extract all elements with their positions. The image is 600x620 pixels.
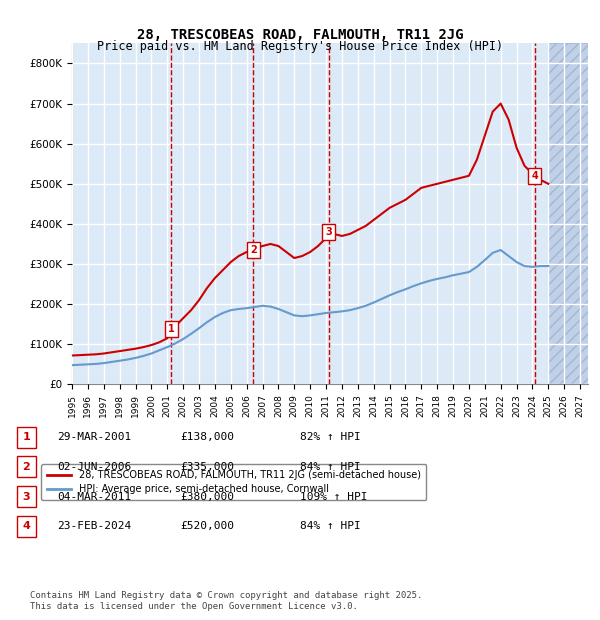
Text: 4: 4 bbox=[531, 170, 538, 181]
Text: 29-MAR-2001: 29-MAR-2001 bbox=[57, 432, 131, 442]
Text: Contains HM Land Registry data © Crown copyright and database right 2025.
This d: Contains HM Land Registry data © Crown c… bbox=[30, 591, 422, 611]
Text: 2: 2 bbox=[23, 462, 30, 472]
Text: 84% ↑ HPI: 84% ↑ HPI bbox=[300, 521, 361, 531]
Text: 109% ↑ HPI: 109% ↑ HPI bbox=[300, 492, 367, 502]
Text: 04-MAR-2011: 04-MAR-2011 bbox=[57, 492, 131, 502]
Text: 1: 1 bbox=[168, 324, 175, 334]
Text: £520,000: £520,000 bbox=[180, 521, 234, 531]
Text: 28, TRESCOBEAS ROAD, FALMOUTH, TR11 2JG: 28, TRESCOBEAS ROAD, FALMOUTH, TR11 2JG bbox=[137, 28, 463, 42]
Text: Price paid vs. HM Land Registry's House Price Index (HPI): Price paid vs. HM Land Registry's House … bbox=[97, 40, 503, 53]
Text: 4: 4 bbox=[22, 521, 31, 531]
Text: 3: 3 bbox=[325, 227, 332, 237]
Bar bbox=[548, 43, 588, 384]
Text: 3: 3 bbox=[23, 492, 30, 502]
Text: £138,000: £138,000 bbox=[180, 432, 234, 442]
Text: £335,000: £335,000 bbox=[180, 462, 234, 472]
Bar bbox=[548, 43, 588, 384]
Text: 2: 2 bbox=[250, 245, 257, 255]
Text: £380,000: £380,000 bbox=[180, 492, 234, 502]
Text: 84% ↑ HPI: 84% ↑ HPI bbox=[300, 462, 361, 472]
Text: 23-FEB-2024: 23-FEB-2024 bbox=[57, 521, 131, 531]
Legend: 28, TRESCOBEAS ROAD, FALMOUTH, TR11 2JG (semi-detached house), HPI: Average pric: 28, TRESCOBEAS ROAD, FALMOUTH, TR11 2JG … bbox=[41, 464, 427, 500]
Text: 82% ↑ HPI: 82% ↑ HPI bbox=[300, 432, 361, 442]
Text: 1: 1 bbox=[23, 432, 30, 442]
Text: 02-JUN-2006: 02-JUN-2006 bbox=[57, 462, 131, 472]
